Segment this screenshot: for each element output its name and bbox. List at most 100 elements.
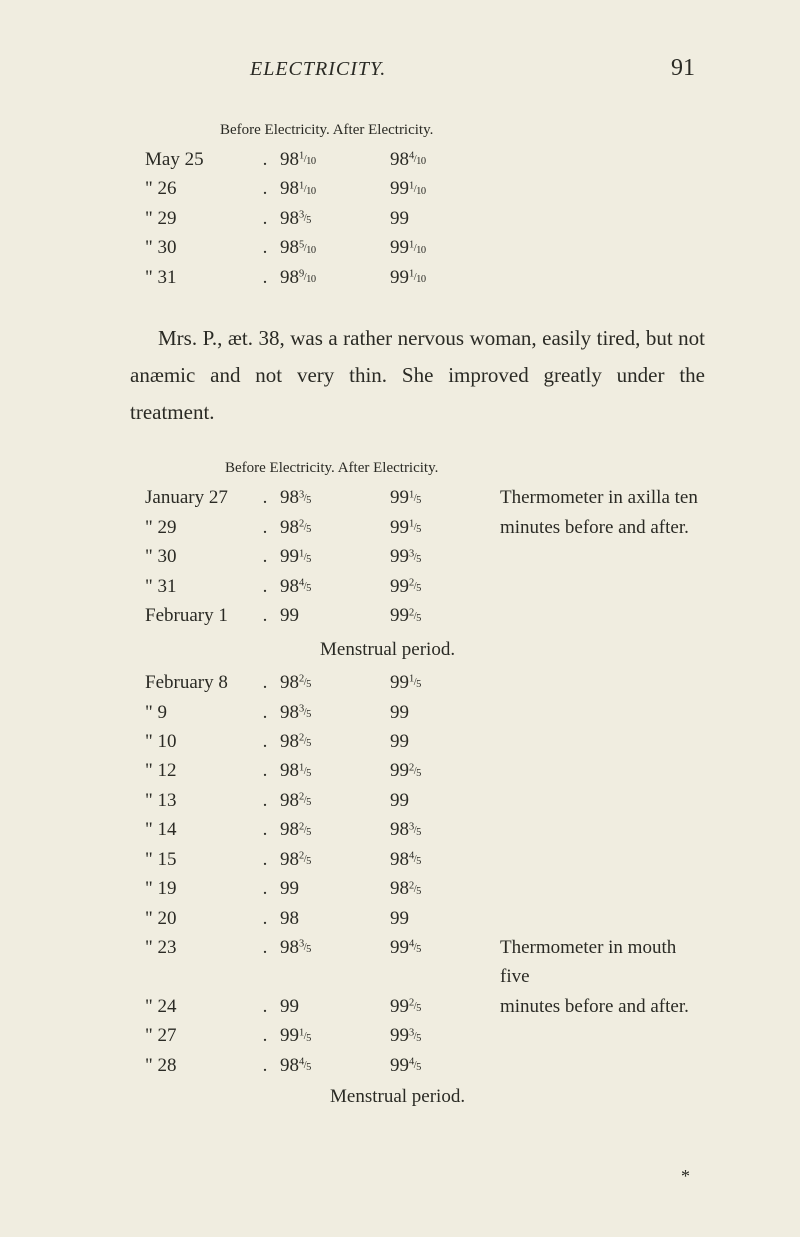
- date-cell: " 20: [145, 904, 250, 933]
- page: ELECTRICITY. 91 Before Electricity. Afte…: [0, 0, 800, 1237]
- after-temp: 992/5: [390, 992, 500, 1021]
- before-temp: 982/5: [280, 727, 390, 756]
- row-note: Thermometer in axilla ten: [500, 483, 705, 512]
- feb-row: February 8.982/5991/5: [145, 668, 705, 697]
- after-temp: 993/5: [390, 542, 500, 571]
- table-caption-mid: Before Electricity. After Electricity.: [130, 460, 705, 477]
- date-cell: " 27: [145, 1021, 250, 1050]
- separator-dot: .: [250, 992, 280, 1021]
- after-temp: 992/5: [390, 572, 500, 601]
- date-cell: " 31: [145, 572, 250, 601]
- date-cell: " 23: [145, 933, 250, 962]
- after-temp: 991/10: [390, 263, 500, 292]
- before-temp: 981/10: [280, 145, 390, 174]
- feb-row: " 15.982/5984/5: [145, 845, 705, 874]
- after-temp: 994/5: [390, 1051, 500, 1080]
- date-cell: " 29: [145, 513, 250, 542]
- date-cell: February 8: [145, 668, 250, 697]
- separator-dot: .: [250, 572, 280, 601]
- separator-dot: .: [250, 601, 280, 630]
- date-cell: May 25: [145, 145, 250, 174]
- separator-dot: .: [250, 933, 280, 962]
- feb-row: " 12.981/5992/5: [145, 756, 705, 785]
- separator-dot: .: [250, 542, 280, 571]
- feb-row: " 28.984/5994/5: [145, 1051, 705, 1080]
- before-temp: 983/5: [280, 933, 390, 962]
- before-temp: 982/5: [280, 513, 390, 542]
- separator-dot: .: [250, 204, 280, 233]
- after-temp: 99: [390, 786, 500, 815]
- running-head: ELECTRICITY. 91: [130, 55, 705, 82]
- date-cell: " 19: [145, 874, 250, 903]
- jan-row: February 1.99992/5: [145, 601, 705, 630]
- separator-dot: .: [250, 145, 280, 174]
- separator-dot: .: [250, 786, 280, 815]
- date-cell: February 1: [145, 601, 250, 630]
- separator-dot: .: [250, 756, 280, 785]
- feb-row: " 24.99992/5minutes before and after.: [145, 992, 705, 1021]
- separator-dot: .: [250, 483, 280, 512]
- before-temp: 984/5: [280, 572, 390, 601]
- after-temp: 99: [390, 204, 500, 233]
- date-cell: " 28: [145, 1051, 250, 1080]
- date-cell: " 26: [145, 174, 250, 203]
- separator-dot: .: [250, 815, 280, 844]
- before-temp: 98: [280, 904, 390, 933]
- date-cell: " 31: [145, 263, 250, 292]
- before-temp: 982/5: [280, 845, 390, 874]
- before-temp: 989/10: [280, 263, 390, 292]
- page-number: 91: [671, 55, 695, 82]
- before-temp: 984/5: [280, 1051, 390, 1080]
- table-caption-top: Before Electricity. After Electricity.: [130, 122, 705, 139]
- separator-dot: .: [250, 668, 280, 697]
- date-cell: " 30: [145, 233, 250, 262]
- before-temp: 982/5: [280, 668, 390, 697]
- after-temp: 992/5: [390, 601, 500, 630]
- after-temp: 982/5: [390, 874, 500, 903]
- date-cell: " 29: [145, 204, 250, 233]
- jan-row: " 30.991/5993/5: [145, 542, 705, 571]
- date-cell: " 14: [145, 815, 250, 844]
- temperature-table-may: May 25.981/10984/10" 26.981/10991/10" 29…: [130, 145, 705, 292]
- after-temp: 99: [390, 904, 500, 933]
- after-temp: 993/5: [390, 1021, 500, 1050]
- before-temp: 99: [280, 874, 390, 903]
- separator-dot: .: [250, 845, 280, 874]
- row-note: Thermometer in mouth five: [500, 933, 705, 992]
- feb-row: " 19.99982/5: [145, 874, 705, 903]
- feb-row: " 9.983/599: [145, 698, 705, 727]
- separator-dot: .: [250, 513, 280, 542]
- date-cell: " 12: [145, 756, 250, 785]
- after-temp: 99: [390, 698, 500, 727]
- before-temp: 99: [280, 601, 390, 630]
- separator-dot: .: [250, 263, 280, 292]
- after-temp: 991/5: [390, 668, 500, 697]
- separator-dot: .: [250, 698, 280, 727]
- before-temp: 985/10: [280, 233, 390, 262]
- date-cell: " 30: [145, 542, 250, 571]
- feb-row: " 27.991/5993/5: [145, 1021, 705, 1050]
- separator-dot: .: [250, 233, 280, 262]
- after-temp: 992/5: [390, 756, 500, 785]
- after-temp: 983/5: [390, 815, 500, 844]
- may-row: " 29.983/599: [145, 204, 705, 233]
- date-cell: " 24: [145, 992, 250, 1021]
- footnote-asterisk: *: [681, 1166, 690, 1187]
- feb-row: " 13.982/599: [145, 786, 705, 815]
- separator-dot: .: [250, 1051, 280, 1080]
- separator-dot: .: [250, 904, 280, 933]
- feb-row: " 10.982/599: [145, 727, 705, 756]
- before-temp: 991/5: [280, 1021, 390, 1050]
- separator-dot: .: [250, 174, 280, 203]
- may-row: " 31.989/10991/10: [145, 263, 705, 292]
- may-row: May 25.981/10984/10: [145, 145, 705, 174]
- after-temp: 991/5: [390, 483, 500, 512]
- separator-dot: .: [250, 727, 280, 756]
- row-note: minutes before and after.: [500, 513, 705, 542]
- separator-dot: .: [250, 1021, 280, 1050]
- menstrual-note-1: Menstrual period.: [130, 635, 705, 664]
- before-temp: 983/5: [280, 698, 390, 727]
- jan-row: " 31.984/5992/5: [145, 572, 705, 601]
- date-cell: " 10: [145, 727, 250, 756]
- after-temp: 991/10: [390, 174, 500, 203]
